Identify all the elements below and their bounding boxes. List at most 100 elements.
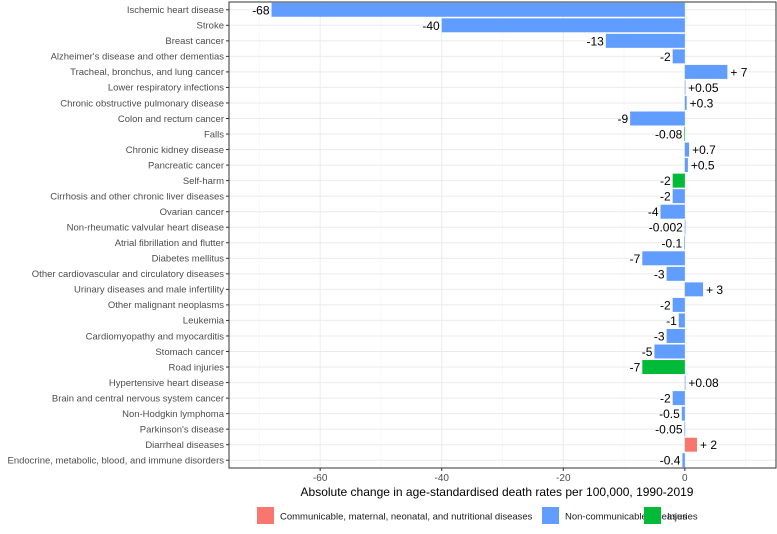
bar [681,406,685,421]
bar [271,2,685,17]
plot-panel-border [228,1,777,469]
data-label: -0.4 [660,454,681,468]
data-label: +0.05 [688,81,719,95]
bar [654,344,685,359]
bar [684,220,686,235]
bar [684,437,697,452]
data-label: -40 [422,19,440,33]
data-label: +0.3 [690,96,714,110]
category-label: Leukemia [183,316,225,327]
legend-label: Communicable, maternal, neonatal, and nu… [280,512,533,523]
bar [672,391,685,406]
bar [672,189,685,204]
x-tick-label: -60 [313,473,328,484]
data-label: -2 [660,174,671,188]
category-label: Hypertensive heart disease [109,378,224,389]
data-label: -1 [666,314,677,328]
data-label: -0.002 [649,221,683,235]
bar [666,266,685,281]
legend-swatch [644,507,661,524]
bar [684,158,688,173]
data-label: -13 [586,34,604,48]
bar [666,328,685,343]
legend-swatch [542,507,559,524]
bar [684,282,704,297]
bar [672,173,685,188]
data-label: +0.7 [692,143,716,157]
category-label: Other cardiovascular and circulatory dis… [32,269,224,280]
data-label: -7 [630,361,641,375]
category-label: Pancreatic cancer [148,160,224,171]
category-labels: Ischemic heart disease Stroke Breast cance… [7,5,229,467]
bar [684,142,690,157]
data-label: -7 [630,252,641,266]
bar [660,204,685,219]
bar [684,64,728,79]
data-label: -3 [654,329,665,343]
x-axis-title: Absolute change in age-standardised deat… [301,485,694,499]
category-label: Atrial fibrillation and flutter [115,238,224,249]
data-label: -0.08 [655,128,683,142]
category-label: Falls [204,129,224,140]
data-label: -2 [660,190,671,204]
data-label: -4 [648,205,659,219]
category-label: Urinary diseases and male infertility [74,285,224,296]
category-label: Alzheimer's disease and other dementias [51,52,225,63]
category-label: Endocrine, metabolic, blood, and immune … [7,456,224,467]
category-label: Breast cancer [165,36,224,47]
data-label: + 3 [706,283,723,297]
data-label: +0.08 [688,376,719,390]
legend-swatch [257,507,274,524]
category-label: Chronic obstructive pulmonary disease [60,98,224,109]
data-label: -0.5 [659,407,680,421]
data-label: + 7 [730,65,747,79]
bar [605,33,685,48]
category-label: Ischemic heart disease [127,5,224,16]
category-label: Road injuries [169,362,225,373]
bar [642,360,685,375]
data-label: + 2 [700,438,717,452]
legend: Communicable, maternal, neonatal, and nu… [257,507,698,524]
category-label: Chronic kidney disease [126,145,224,156]
bar [441,18,685,33]
data-label: -2 [660,392,671,406]
category-label: Diarrheal diseases [145,440,224,451]
data-label: +0.5 [691,159,715,173]
category-label: Cardiomyopathy and myocarditis [86,331,225,342]
category-label: Brain and central nervous system cancer [52,393,224,404]
x-tick-label: -40 [434,473,449,484]
legend-label: Non-communicable diseases [565,512,687,523]
x-tick-label: 0 [682,473,688,484]
data-label: -0.05 [655,423,683,437]
category-label: Lower respiratory infections [108,83,224,94]
bar [684,375,686,390]
data-label: -5 [642,345,653,359]
bar [684,127,685,142]
data-label: -68 [252,3,270,17]
category-label: Other malignant neoplasms [108,300,224,311]
data-label: -9 [617,112,628,126]
bar [684,422,686,437]
category-label: Non-Hodgkin lymphoma [122,409,225,420]
data-label: -0.1 [662,236,683,250]
x-axis-ticks: -60 -40 -20 0 [313,468,688,484]
bar [684,235,685,250]
bar [672,49,685,64]
data-label: -2 [660,298,671,312]
category-label: Tracheal, bronchus, and lung cancer [70,67,224,78]
category-label: Stroke [197,21,224,32]
x-tick-label: -20 [556,473,571,484]
category-label: Cirrhosis and other chronic liver diseas… [50,191,224,202]
category-label: Parkinson's disease [140,424,224,435]
data-labels: -68 -40 -13 -2 + 7 +0.05+0.3 -9 -0.08 +0.7 +0.5 -2… [252,3,748,467]
bar [672,297,685,312]
data-label: -3 [654,267,665,281]
bar [678,313,685,328]
bars-layer [271,2,728,468]
category-label: Colon and rectum cancer [118,114,224,125]
category-label: Non-rheumatic valvular heart disease [67,223,224,234]
category-label: Self-harm [183,176,224,187]
category-label: Stomach cancer [155,347,224,358]
bar [684,95,687,110]
